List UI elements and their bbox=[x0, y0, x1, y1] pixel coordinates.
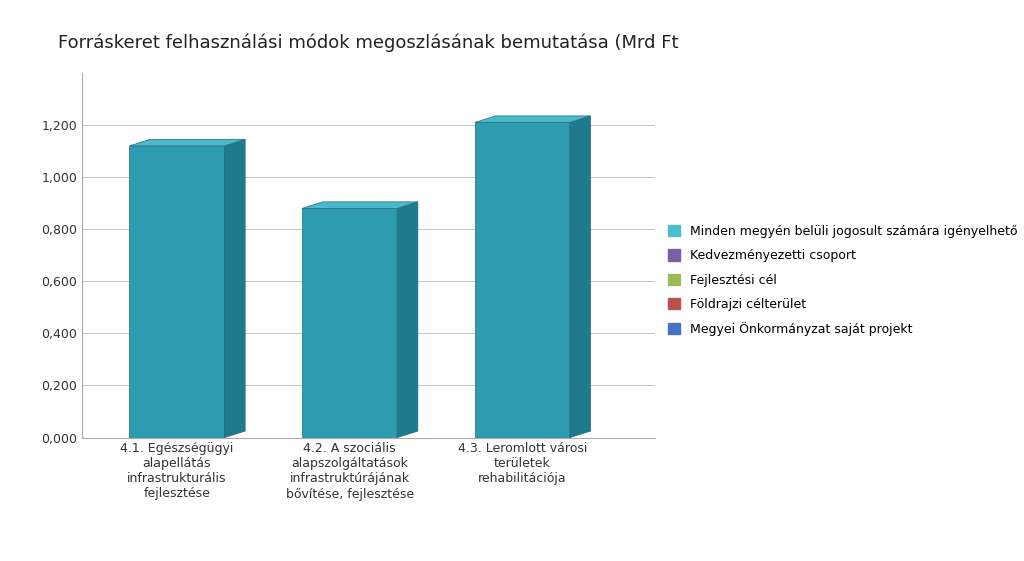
Polygon shape bbox=[224, 139, 245, 438]
Polygon shape bbox=[129, 139, 245, 146]
Polygon shape bbox=[475, 116, 591, 122]
Legend: Minden megyén belüli jogosult számára igényelhető, Kedvezményezetti csoport, Fej: Minden megyén belüli jogosult számára ig… bbox=[662, 219, 1024, 342]
Polygon shape bbox=[570, 116, 591, 438]
Polygon shape bbox=[302, 202, 418, 208]
Polygon shape bbox=[302, 208, 397, 438]
Polygon shape bbox=[475, 122, 570, 438]
Polygon shape bbox=[129, 146, 224, 438]
Text: Forráskeret felhasználási módok megoszlásának bemutatása (Mrd Ft: Forráskeret felhasználási módok megoszlá… bbox=[58, 34, 679, 52]
Polygon shape bbox=[397, 202, 418, 438]
